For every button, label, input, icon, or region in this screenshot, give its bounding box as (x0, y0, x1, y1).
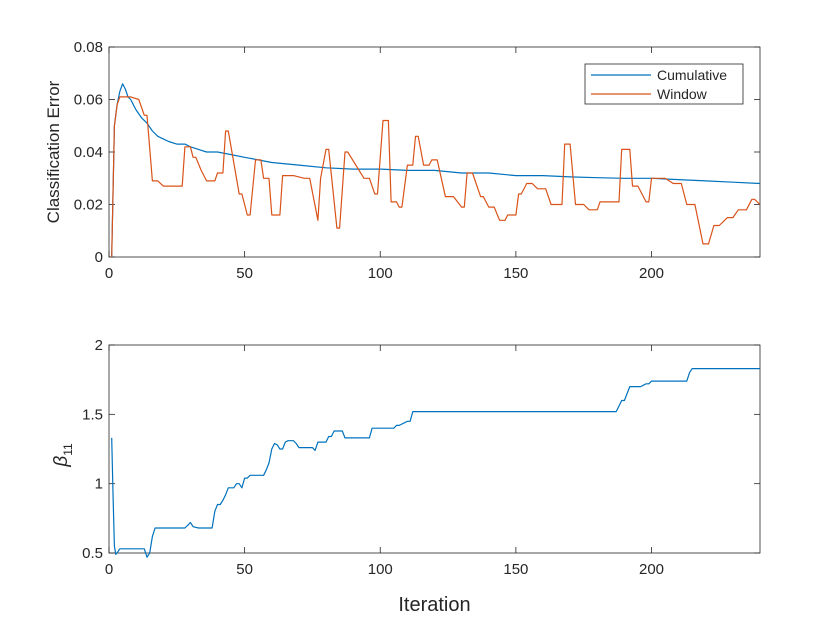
top-y-tick-label: 0 (95, 249, 103, 266)
bottom-y-tick-label: 1.5 (82, 406, 103, 423)
legend-box (584, 63, 744, 105)
top-y-axis-label: Classification Error (44, 80, 63, 223)
top-x-tick-label: 0 (105, 265, 113, 282)
top-y-tick-label: 0.08 (74, 39, 103, 56)
top-x-tick-label: 50 (236, 265, 253, 282)
top-y-tick-label: 0.02 (74, 197, 103, 214)
bottom-axes: 0 50 100 150 200 0.5 1 1.5 2 β11 Iteration (51, 337, 761, 616)
top-x-tick-label: 200 (639, 265, 664, 282)
top-y-tick-label: 0.04 (74, 144, 103, 161)
bottom-axis-ticks: 0 50 100 150 200 0.5 1 1.5 2 (82, 337, 760, 578)
legend-label-window: Window (657, 86, 708, 102)
bottom-x-tick-label: 0 (105, 561, 113, 578)
bottom-y-axis-label: β11 (51, 443, 75, 468)
bottom-series-lines (111, 368, 760, 558)
top-axes: 0 50 100 150 200 0 0.02 0.04 0.06 0.08 Classifica… (44, 39, 761, 282)
legend-label-cumulative: Cumulative (657, 67, 727, 83)
top-axis-ticks: 0 50 100 150 200 0 0.02 0.04 0.06 0.08 (74, 39, 760, 282)
bottom-y-tick-label: 1 (95, 476, 103, 493)
bottom-plot-area (108, 344, 761, 554)
legend: Cumulative Window (584, 63, 744, 105)
bottom-x-tick-label: 150 (503, 561, 528, 578)
top-y-tick-label: 0.06 (74, 92, 103, 109)
bottom-y-tick-label: 2 (95, 337, 103, 354)
bottom-x-tick-label: 50 (236, 561, 253, 578)
window-line (111, 96, 761, 258)
bottom-x-tick-label: 100 (368, 561, 393, 578)
top-x-tick-label: 100 (368, 265, 393, 282)
top-x-tick-label: 150 (503, 265, 528, 282)
beta11-line (111, 368, 760, 558)
bottom-x-tick-label: 200 (639, 561, 664, 578)
bottom-y-tick-label: 0.5 (82, 545, 103, 562)
top-series-lines (111, 83, 761, 258)
bottom-x-axis-label: Iteration (398, 594, 470, 616)
